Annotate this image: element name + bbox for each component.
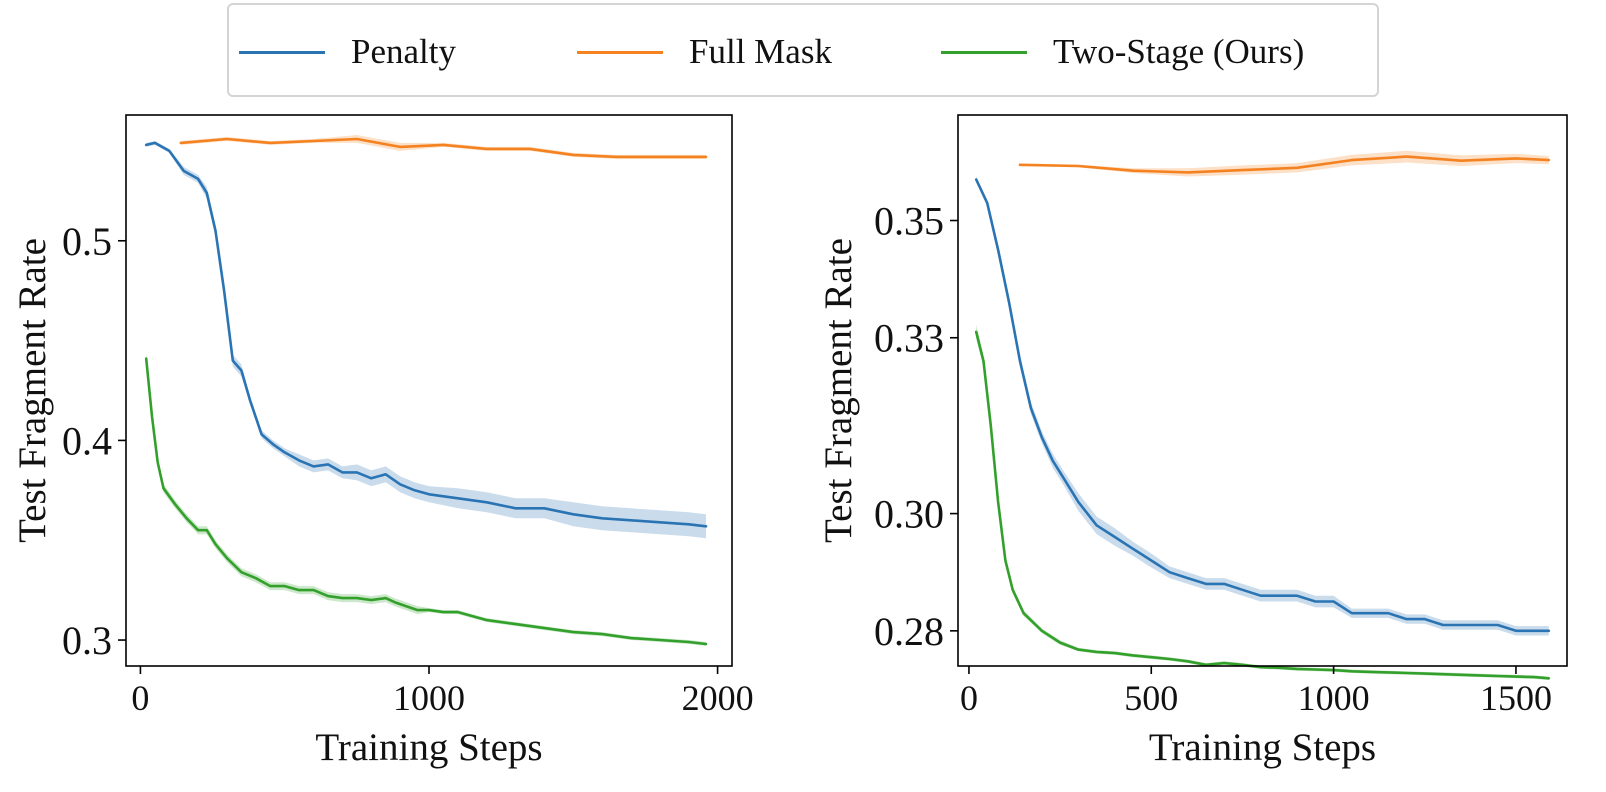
series-line-penalty — [974, 178, 1551, 633]
y-tick-label: 0.28 — [874, 609, 944, 654]
series-line-full-mask — [179, 137, 708, 159]
confidence-band-full-mask — [180, 135, 707, 159]
series-line-two-stage-ours — [974, 330, 1551, 680]
legend-swatch-full-mask — [577, 50, 663, 54]
x-tick-label: 500 — [1124, 678, 1178, 718]
x-axis-label: Training Steps — [1149, 726, 1376, 769]
legend-swatch-two-stage — [941, 50, 1027, 54]
y-tick-label: 0.30 — [874, 492, 944, 537]
x-tick-label: 0 — [960, 678, 978, 718]
chart-panel-1: 0 1000 2000 0.3 0.4 0.5 Training Steps Test Fra… — [11, 114, 754, 769]
legend-entry-two-stage: Two-Stage (Ours) — [941, 5, 1304, 99]
plot-frame — [957, 114, 1568, 667]
legend-label-two-stage: Two-Stage (Ours) — [1053, 32, 1305, 71]
x-tick-label: 1000 — [1298, 678, 1370, 718]
x-tick-label: 0 — [131, 678, 149, 718]
chart-panel-2: 0 500 1000 1500 0.28 0.30 0.33 0.35 Training Ste… — [817, 114, 1568, 769]
series-line-penalty — [144, 141, 708, 528]
legend-entry-penalty: Penalty — [239, 5, 456, 99]
y-tick-label: 0.5 — [62, 219, 112, 264]
y-tick-label: 0.33 — [874, 316, 944, 361]
confidence-band-full-mask — [1020, 150, 1549, 177]
y-axis-label: Test Fragment Rate — [11, 238, 54, 543]
x-tick-label: 1500 — [1480, 678, 1552, 718]
x-tick-label: 2000 — [682, 678, 754, 718]
legend-label-full-mask: Full Mask — [689, 32, 832, 71]
y-tick-label: 0.3 — [62, 618, 112, 663]
plot-frame — [125, 114, 733, 667]
y-tick-label: 0.4 — [62, 418, 112, 463]
x-tick-label: 1000 — [393, 678, 465, 718]
legend-swatch-penalty — [239, 50, 325, 54]
confidence-band-penalty — [976, 176, 1549, 636]
legend: Penalty Full Mask Two-Stage (Ours) — [227, 3, 1379, 97]
series-line-full-mask — [1018, 155, 1551, 174]
confidence-band-penalty — [146, 141, 706, 539]
legend-entry-full-mask: Full Mask — [577, 5, 832, 99]
y-axis-label: Test Fragment Rate — [817, 238, 860, 543]
legend-label-penalty: Penalty — [351, 32, 456, 71]
series-line-two-stage-ours — [144, 357, 708, 646]
x-axis-label: Training Steps — [315, 726, 542, 769]
y-tick-label: 0.35 — [874, 199, 944, 244]
